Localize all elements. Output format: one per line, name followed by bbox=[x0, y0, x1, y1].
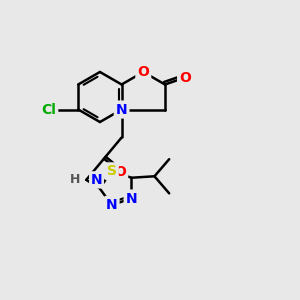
Text: H: H bbox=[69, 173, 80, 186]
Text: N: N bbox=[116, 103, 127, 116]
Text: Cl: Cl bbox=[41, 103, 56, 116]
Text: O: O bbox=[114, 165, 126, 179]
Text: O: O bbox=[179, 70, 191, 85]
Text: S: S bbox=[107, 164, 117, 178]
Text: O: O bbox=[137, 65, 149, 79]
Text: N: N bbox=[126, 191, 137, 206]
Text: N: N bbox=[91, 173, 102, 187]
Text: N: N bbox=[106, 198, 118, 212]
